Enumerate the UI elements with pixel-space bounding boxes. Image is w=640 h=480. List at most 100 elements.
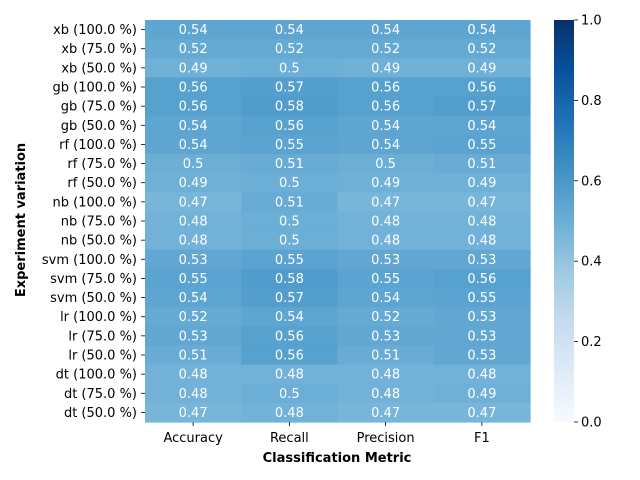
heatmap-cell: [337, 134, 435, 155]
heatmap-cell: [433, 268, 531, 289]
row-tick-label: nb (50.0 %): [61, 234, 137, 249]
heatmap-cell: [433, 345, 531, 366]
heatmap-cell: [145, 288, 242, 308]
cell-value-label: 0.56: [179, 81, 208, 96]
heatmap-cell: [337, 58, 435, 79]
cell-value-label: 0.48: [371, 234, 400, 249]
heatmap-cell: [433, 115, 531, 136]
cell-value-label: 0.49: [467, 176, 496, 191]
cell-value-label: 0.47: [371, 406, 400, 421]
cell-value-label: 0.52: [467, 42, 496, 57]
cell-value-label: 0.54: [179, 291, 208, 306]
cell-value-label: 0.47: [179, 406, 208, 421]
heatmap-cell: [337, 20, 435, 40]
heatmap-cells: 0.54 0.54 0.54 0.54 0.52 0.52 0.52 0.52 0.49 0.5 0…: [145, 20, 531, 423]
heatmap-cell: [337, 230, 435, 251]
x-axis-label: Classification Metric: [263, 451, 412, 466]
heatmap-cell: [145, 249, 242, 270]
cell-value-label: 0.53: [467, 329, 496, 344]
heatmap-cell: [337, 268, 435, 289]
heatmap-cell: [241, 364, 339, 385]
heatmap-cell: [145, 326, 242, 347]
colorbar-tick-label: 0.6: [581, 174, 602, 189]
cell-value-label: 0.56: [275, 119, 304, 134]
cell-value-label: 0.53: [467, 310, 496, 325]
heatmap-cell: [337, 39, 435, 59]
heatmap-cell: [433, 173, 531, 193]
heatmap-cell: [433, 288, 531, 308]
cell-value-label: 0.5: [279, 215, 300, 230]
cell-value-label: 0.53: [179, 329, 208, 344]
cell-value-label: 0.5: [279, 387, 300, 402]
heatmap-cell: [337, 249, 435, 270]
heatmap-cell: [241, 345, 339, 366]
row-tick-label: gb (100.0 %): [53, 81, 137, 96]
cell-value-label: 0.56: [371, 100, 400, 115]
heatmap-cell: [433, 154, 531, 174]
cell-value-label: 0.48: [371, 368, 400, 383]
cell-value-label: 0.48: [467, 234, 496, 249]
heatmap-cell: [433, 383, 531, 404]
heatmap-cell: [337, 192, 435, 213]
cell-value-label: 0.57: [275, 291, 304, 306]
heatmap-cell: [241, 134, 339, 155]
cell-value-label: 0.54: [179, 119, 208, 134]
heatmap-cell: [145, 402, 242, 423]
cell-value-label: 0.58: [275, 272, 304, 287]
cell-value-label: 0.48: [467, 368, 496, 383]
cell-value-label: 0.48: [275, 368, 304, 383]
cell-value-label: 0.53: [179, 253, 208, 268]
heatmap-cell: [145, 345, 242, 366]
cell-value-label: 0.54: [467, 23, 496, 38]
row-tick-label: dt (75.0 %): [64, 387, 137, 402]
heatmap-cell: [433, 58, 531, 79]
cell-value-label: 0.47: [467, 406, 496, 421]
row-tick-label: rf (50.0 %): [67, 176, 137, 191]
row-tick-label: rf (75.0 %): [67, 157, 137, 172]
colorbar-tick-label: 1.0: [581, 14, 602, 29]
heatmap-cell: [241, 192, 339, 213]
heatmap-cell: [241, 173, 339, 193]
heatmap-cell: [337, 77, 435, 98]
heatmap-cell: [433, 211, 531, 232]
cell-value-label: 0.52: [275, 42, 304, 57]
cell-value-label: 0.55: [179, 272, 208, 287]
cell-value-label: 0.5: [375, 157, 396, 172]
heatmap-cell: [241, 230, 339, 251]
heatmap-cell: [241, 77, 339, 98]
heatmap-cell: [433, 402, 531, 423]
row-tick-label: nb (75.0 %): [61, 215, 137, 230]
heatmap-cell: [337, 345, 435, 366]
heatmap-cell: [433, 134, 531, 155]
heatmap-cell: [433, 230, 531, 251]
row-tick-label: lr (75.0 %): [68, 329, 137, 344]
column-tick-label: Recall: [270, 431, 309, 446]
cell-value-label: 0.55: [371, 272, 400, 287]
cell-value-label: 0.5: [183, 157, 204, 172]
heatmap-cell: [337, 173, 435, 193]
heatmap-cell: [145, 211, 242, 232]
heatmap-cell: [241, 154, 339, 174]
cell-value-label: 0.47: [467, 195, 496, 210]
cell-value-label: 0.56: [371, 81, 400, 96]
heatmap-cell: [337, 383, 435, 404]
cell-value-label: 0.47: [371, 195, 400, 210]
cell-value-label: 0.47: [179, 195, 208, 210]
heatmap-cell: [337, 211, 435, 232]
cell-value-label: 0.56: [275, 329, 304, 344]
heatmap-cell: [145, 154, 242, 174]
heatmap-cell: [145, 134, 242, 155]
heatmap-cell: [337, 115, 435, 136]
column-tick-labels: Accuracy Recall Precision F1: [163, 422, 490, 446]
cell-value-label: 0.57: [467, 100, 496, 115]
cell-value-label: 0.54: [371, 291, 400, 306]
cell-value-label: 0.55: [275, 138, 304, 153]
cell-value-label: 0.51: [467, 157, 496, 172]
cell-value-label: 0.49: [179, 61, 208, 76]
heatmap-cell: [241, 326, 339, 347]
heatmap-cell: [241, 383, 339, 404]
heatmap-cell: [241, 20, 339, 40]
cell-value-label: 0.53: [371, 329, 400, 344]
cell-value-label: 0.48: [275, 406, 304, 421]
